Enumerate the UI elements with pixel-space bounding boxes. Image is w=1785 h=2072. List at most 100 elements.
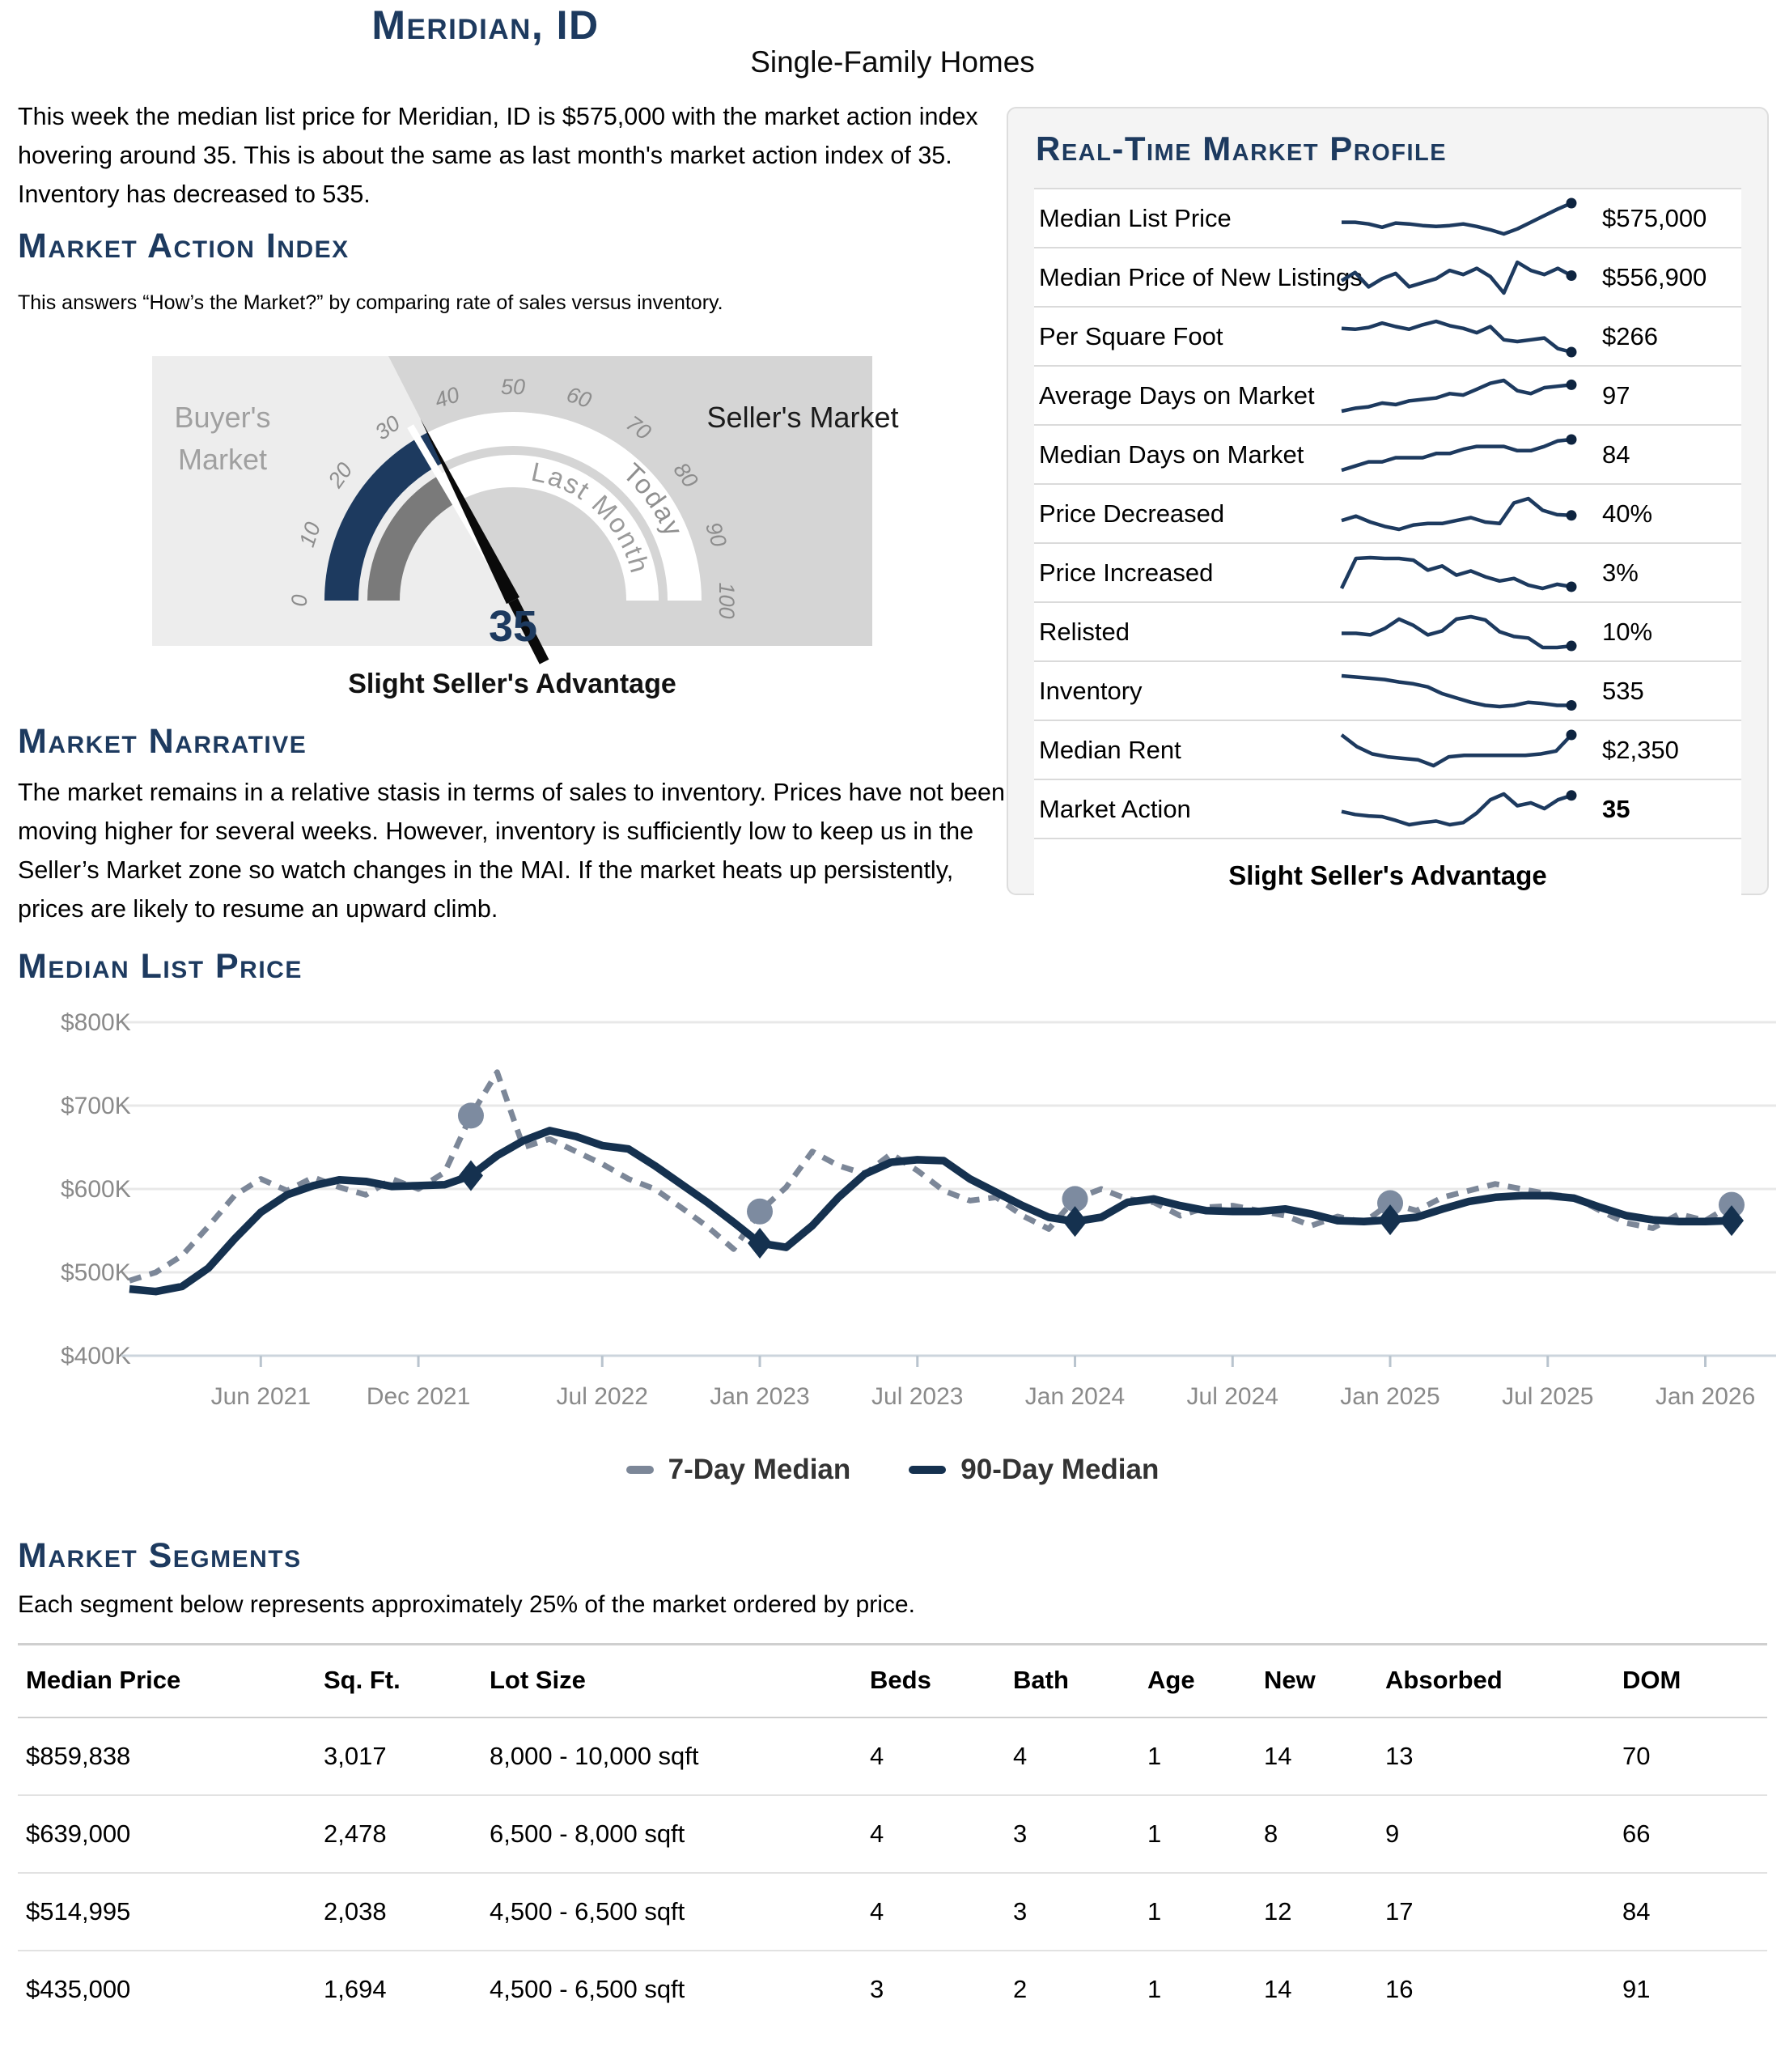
table-row: $639,000 2,478 6,500 - 8,000 sqft 4 3 1 8 9 66: [18, 1796, 1767, 1874]
market-action-index-subtext: This answers “How’s the Market?” by comp…: [18, 291, 723, 314]
ninety-day-marker-icon: [748, 1227, 773, 1259]
segments-cell: 4: [870, 1819, 884, 1848]
segments-cell: 2: [1013, 1975, 1028, 2003]
segments-cell: $639,000: [26, 1819, 131, 1848]
segments-cell: 4: [870, 1742, 884, 1770]
legend-label: 90-Day Median: [960, 1454, 1160, 1485]
sparkline-icon: [1341, 789, 1577, 826]
profile-row-value: $575,000: [1602, 203, 1707, 232]
sparkline-icon: [1341, 434, 1577, 472]
segments-column-header: Age: [1147, 1666, 1195, 1694]
sparkline-icon: [1341, 319, 1577, 357]
page-title: Meridian, ID: [371, 2, 600, 48]
profile-row-value: $556,900: [1602, 262, 1707, 291]
profile-row-value: $266: [1602, 321, 1658, 350]
seven-day-marker-icon: [1719, 1191, 1745, 1218]
x-axis-tick-label: Jan 2025: [1340, 1383, 1439, 1410]
segments-cell: 4: [870, 1897, 884, 1926]
y-axis-tick-label: $800K: [61, 1009, 131, 1036]
profile-row-label: Per Square Foot: [1039, 321, 1223, 350]
x-axis-tick-label: Dec 2021: [367, 1383, 470, 1410]
median-list-price-chart: $800K $700K $600K $500K $400K Jun 2021 Dec 202…: [61, 1009, 1776, 1410]
legend-label: 7-Day Median: [668, 1454, 851, 1485]
segments-cell: 3: [870, 1975, 884, 2003]
segments-header-row: Median Price Sq. Ft. Lot Size Beds Bath Age Ne…: [18, 1643, 1767, 1718]
segments-cell: 3: [1013, 1897, 1028, 1926]
segments-cell: 1: [1147, 1975, 1162, 2003]
sparkline-icon: [1339, 555, 1577, 592]
buyers-market-label: Buyer's Market: [174, 401, 271, 477]
profile-row-label: Price Decreased: [1039, 499, 1225, 528]
market-segments-table: Median Price Sq. Ft. Lot Size Beds Bath Age Ne…: [18, 1643, 1767, 2027]
market-narrative-text: The market remains in a relative stasis …: [18, 779, 1005, 923]
segments-column-header: DOM: [1622, 1666, 1681, 1694]
y-axis-tick-label: $500K: [61, 1259, 131, 1286]
intro-paragraph: This week the median list price for Meri…: [18, 103, 978, 209]
profile-row: Median Days on Market 84: [1034, 426, 1741, 485]
profile-row-label: Median Days on Market: [1039, 439, 1304, 469]
legend-item: 7-Day Median: [625, 1454, 851, 1486]
gauge-tick-label: 50: [501, 375, 525, 399]
market-action-index-heading: Market Action Index: [18, 227, 350, 265]
ninety-day-marker-icon: [458, 1160, 483, 1191]
profile-row-label: Average Days on Market: [1039, 380, 1315, 410]
segments-cell: 3,017: [324, 1742, 387, 1770]
profile-footer: Slight Seller's Advantage: [1228, 860, 1547, 890]
segments-cell: 91: [1622, 1975, 1651, 2003]
profile-row: Inventory 535: [1034, 662, 1741, 721]
sparkline-icon: [1342, 197, 1577, 236]
segments-cell: 1: [1147, 1897, 1162, 1926]
legend-swatch-icon: [909, 1466, 947, 1474]
profile-row-value: 10%: [1602, 617, 1653, 646]
segments-cell: 1: [1147, 1742, 1162, 1770]
profile-row: Per Square Foot $266: [1034, 308, 1741, 367]
segments-cell: $859,838: [26, 1742, 131, 1770]
profile-row-value: 97: [1602, 380, 1630, 410]
profile-table: Median List Price $575,000 Median Price of…: [1034, 188, 1741, 839]
x-axis-tick-label: Jan 2024: [1025, 1383, 1125, 1410]
sparkline-icon: [1340, 260, 1577, 295]
profile-row-label: Relisted: [1039, 617, 1130, 646]
segments-column-header: Lot Size: [490, 1666, 586, 1694]
profile-row-label: Median List Price: [1039, 203, 1232, 232]
profile-row-label: Inventory: [1039, 676, 1143, 705]
seven-day-marker-icon: [457, 1102, 484, 1129]
y-axis-tick-label: $400K: [61, 1343, 131, 1369]
x-axis-tick-label: Jun 2021: [211, 1383, 311, 1410]
legend-item: 90-Day Median: [909, 1454, 1159, 1486]
profile-row-value: $2,350: [1602, 735, 1679, 764]
profile-row-label: Median Price of New Listings: [1039, 262, 1363, 291]
segments-column-header: Bath: [1013, 1666, 1069, 1694]
ninety-day-marker-icon: [1378, 1204, 1403, 1236]
sellers-market-label: Seller's Market: [706, 401, 899, 434]
segments-cell: 8,000 - 10,000 sqft: [490, 1742, 699, 1770]
segments-cell: 4: [1013, 1742, 1028, 1770]
segments-cell: 9: [1385, 1819, 1400, 1848]
profile-row-label: Market Action: [1039, 794, 1191, 823]
table-row: $514,995 2,038 4,500 - 6,500 sqft 4 3 1 12 17 84: [18, 1874, 1767, 1951]
market-segments-heading: Market Segments: [18, 1536, 302, 1575]
profile-row: Median List Price $575,000: [1034, 189, 1741, 248]
segments-column-header: Median Price: [26, 1666, 181, 1694]
profile-row: Median Rent $2,350: [1034, 721, 1741, 780]
x-axis-tick-label: Jul 2022: [557, 1383, 648, 1410]
sparkline-icon: [1340, 729, 1577, 767]
segments-cell: 4,500 - 6,500 sqft: [490, 1975, 685, 2003]
segments-cell: 13: [1385, 1742, 1414, 1770]
x-axis-tick-label: Jan 2026: [1656, 1383, 1755, 1410]
segments-cell: 2,038: [324, 1897, 387, 1926]
segments-column-header: New: [1264, 1666, 1316, 1694]
segments-cell: 6,500 - 8,000 sqft: [490, 1819, 685, 1848]
segments-cell: 70: [1622, 1742, 1651, 1770]
profile-row-label: Median Rent: [1039, 735, 1181, 764]
segments-column-header: Beds: [870, 1666, 931, 1694]
profile-row-value: 535: [1602, 676, 1644, 705]
x-axis-tick-label: Jan 2023: [710, 1383, 809, 1410]
profile-table-wrap: Median List Price $575,000 Median Price of…: [1034, 188, 1741, 907]
profile-row-value: 3%: [1602, 558, 1639, 587]
segments-cell: 16: [1385, 1975, 1414, 2003]
profile-row: Market Action 35: [1034, 780, 1741, 839]
segments-cell: 14: [1264, 1975, 1292, 2003]
gauge-tick-label: 0: [287, 594, 312, 606]
